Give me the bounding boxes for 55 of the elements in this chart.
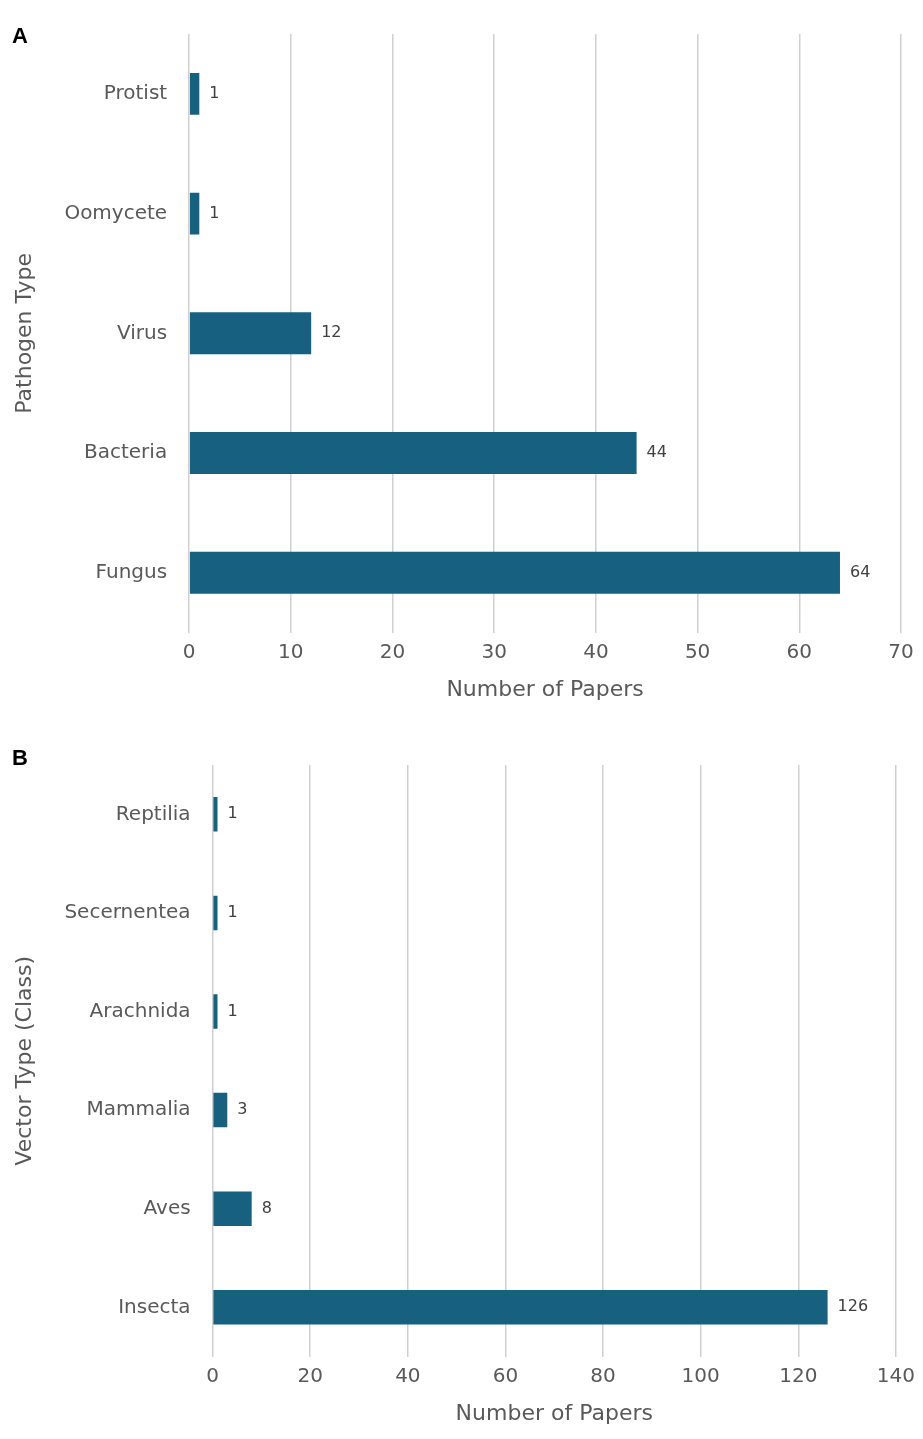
y-tick-label: Arachnida	[89, 997, 191, 1022]
x-tick-label: 40	[583, 638, 609, 663]
data-label: 1	[227, 902, 238, 922]
x-tick-label: 100	[681, 1362, 720, 1387]
y-tick-label: Aves	[143, 1194, 191, 1219]
bar	[213, 994, 218, 1029]
bar	[189, 432, 637, 474]
data-label: 8	[261, 1197, 272, 1217]
bar	[189, 192, 200, 235]
x-axis-title: Number of Papers	[455, 1399, 653, 1425]
data-label: 1	[209, 83, 220, 103]
x-tick-label: 30	[481, 638, 507, 663]
bar	[189, 72, 200, 115]
bar	[213, 1092, 228, 1128]
data-label: 64	[849, 561, 871, 581]
y-tick-label: Protist	[103, 80, 168, 105]
y-tick-label: Fungus	[95, 558, 168, 583]
chart-title: A	[12, 23, 28, 48]
y-tick-label: Secernentea	[64, 899, 191, 924]
x-axis-title: Number of Papers	[446, 675, 644, 701]
x-tick-label: 70	[888, 638, 914, 663]
x-tick-label: 20	[297, 1362, 323, 1387]
x-tick-label: 10	[278, 638, 304, 663]
y-axis-title: Pathogen Type	[10, 252, 36, 414]
x-tick-label: 50	[684, 638, 711, 663]
x-tick-label: 140	[876, 1362, 916, 1387]
bar	[189, 551, 840, 594]
data-label: 1	[227, 1000, 238, 1020]
bar	[213, 895, 218, 931]
y-tick-label: Reptilia	[115, 800, 191, 825]
data-label: 1	[227, 803, 238, 823]
y-tick-label: Virus	[117, 319, 168, 344]
bar	[213, 797, 218, 832]
x-tick-label: 0	[206, 1362, 219, 1387]
x-tick-label: 20	[379, 638, 406, 663]
y-tick-label: Insecta	[118, 1293, 191, 1318]
x-tick-label: 120	[779, 1362, 818, 1387]
x-tick-label: 0	[182, 638, 196, 663]
y-tick-label: Bacteria	[83, 439, 168, 464]
text: B	[12, 745, 28, 770]
x-tick-label: 60	[492, 1362, 519, 1387]
data-label: 1	[209, 202, 220, 222]
data-label: 12	[321, 322, 342, 342]
y-axis-title: Vector Type (Class)	[10, 955, 36, 1166]
bar	[189, 312, 312, 355]
data-label: 3	[237, 1099, 248, 1119]
data-label: 126	[837, 1296, 869, 1316]
bar	[213, 1191, 252, 1226]
y-tick-label: Oomycete	[64, 199, 168, 224]
bar	[213, 1290, 828, 1325]
x-tick-label: 60	[786, 638, 813, 663]
x-tick-label: 40	[395, 1362, 421, 1387]
x-tick-label: 80	[590, 1362, 616, 1387]
data-label: 44	[646, 442, 667, 462]
y-tick-label: Mammalia	[86, 1096, 191, 1121]
